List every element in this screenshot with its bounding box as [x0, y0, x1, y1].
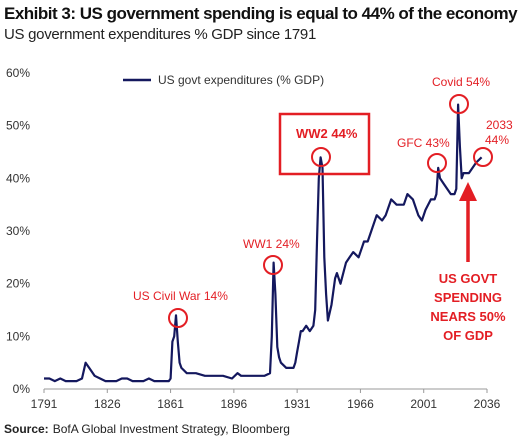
- annotation-label: WW1 24%: [243, 237, 300, 251]
- annotation-2033: 2033 44%: [473, 118, 513, 167]
- chart-title: Exhibit 3: US government spending is equ…: [4, 4, 518, 23]
- annotation-ww1: WW1 24%: [243, 237, 300, 275]
- annotation-circle: [473, 147, 493, 167]
- annotation-circle: [427, 153, 447, 173]
- x-tick-label: 2036: [474, 397, 501, 411]
- y-tick-label: 0%: [13, 382, 31, 396]
- x-tick-label: 1931: [284, 397, 311, 411]
- legend-label: US govt expenditures (% GDP): [158, 73, 324, 87]
- annotation-circle: [168, 308, 188, 328]
- source-text: BofA Global Investment Strategy, Bloombe…: [52, 422, 290, 436]
- x-axis: [43, 388, 488, 393]
- x-axis-labels: 1791 1826 1861 1896 1931 1966 2001 2036: [31, 397, 501, 411]
- x-tick-label: 1861: [157, 397, 184, 411]
- x-tick-label: 1791: [31, 397, 58, 411]
- callout-line-1: US GOVT: [439, 271, 498, 286]
- callout: US GOVT SPENDING NEARS 50% OF GDP: [430, 182, 506, 343]
- source-label: Source:: [4, 422, 49, 436]
- annotation-label: US Civil War 14%: [133, 289, 228, 303]
- callout-arrow-head: [459, 182, 477, 201]
- series-line: [44, 103, 483, 383]
- annotation-gfc: GFC 43%: [397, 136, 450, 173]
- callout-line-2: SPENDING: [434, 290, 502, 305]
- y-tick-label: 60%: [6, 66, 30, 80]
- annotation-circle: [263, 255, 283, 275]
- callout-line-4: OF GDP: [443, 328, 493, 343]
- annotation-label: WW2 44%: [296, 126, 358, 141]
- annotation-circle: [311, 147, 331, 167]
- source-note: Source: BofA Global Investment Strategy, …: [4, 422, 290, 436]
- x-tick-label: 1826: [94, 397, 121, 411]
- y-tick-label: 10%: [6, 329, 30, 343]
- y-tick-label: 30%: [6, 224, 30, 238]
- x-tick-label: 2001: [410, 397, 437, 411]
- y-tick-label: 50%: [6, 119, 30, 133]
- chart-subtitle: US government expenditures % GDP since 1…: [4, 26, 317, 43]
- annotation-box: [278, 112, 371, 176]
- x-tick-label: 1896: [221, 397, 248, 411]
- y-axis-labels: 0% 10% 20% 30% 40% 50% 60%: [6, 66, 30, 396]
- callout-line-3: NEARS 50%: [430, 309, 506, 324]
- annotation-label: GFC 43%: [397, 136, 450, 150]
- annotation-label-year: 2033: [486, 118, 513, 132]
- x-tick-label: 1966: [347, 397, 374, 411]
- annotation-ww2: WW2 44%: [278, 112, 371, 176]
- annotation-covid: Covid 54%: [432, 75, 490, 114]
- y-tick-label: 20%: [6, 277, 30, 291]
- annotation-circle: [449, 94, 469, 114]
- annotation-label: Covid 54%: [432, 75, 490, 89]
- y-tick-label: 40%: [6, 171, 30, 185]
- annotation-label-value: 44%: [485, 133, 509, 147]
- annotation-civil-war: US Civil War 14%: [133, 289, 228, 328]
- legend: US govt expenditures (% GDP): [123, 73, 324, 87]
